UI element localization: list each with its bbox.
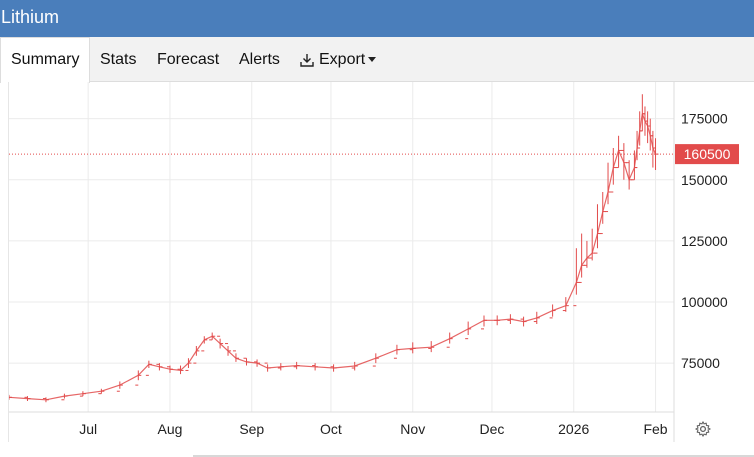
chart-area[interactable]: 75000 100000 125000 150000 175000 Jul Aug Sep Oc… xyxy=(8,82,754,442)
tab-stats[interactable]: Stats xyxy=(100,37,136,82)
axis-layer: 75000 100000 125000 150000 175000 Jul Aug Sep Oc… xyxy=(9,82,739,442)
price-bar xyxy=(605,162,612,213)
x-tick-label: Oct xyxy=(320,421,342,437)
y-tick-label: 100000 xyxy=(681,294,728,310)
x-tick-label: Jul xyxy=(79,421,97,437)
tab-alerts[interactable]: Alerts xyxy=(239,37,280,82)
bottom-divider xyxy=(193,455,754,457)
caret-down-icon xyxy=(368,57,377,63)
price-bar xyxy=(481,315,487,330)
x-tick-label: Aug xyxy=(158,421,183,437)
export-label: Export xyxy=(319,51,366,68)
y-tick-label: 75000 xyxy=(681,355,720,371)
last-price-label: 160500 xyxy=(684,146,731,162)
tab-summary-label: Summary xyxy=(11,51,80,68)
y-tick-label: 125000 xyxy=(681,233,728,249)
window-title: Lithium xyxy=(1,7,60,27)
gear-icon[interactable] xyxy=(694,420,712,438)
series-layer xyxy=(9,94,659,403)
tab-alerts-label: Alerts xyxy=(239,51,280,68)
price-bar xyxy=(594,204,601,254)
last-price-badge xyxy=(675,144,739,165)
y-tick-label: 175000 xyxy=(681,111,728,127)
x-tick-label: Feb xyxy=(643,421,667,437)
x-tick-label: Sep xyxy=(239,421,264,437)
price-bar xyxy=(372,353,379,367)
series-line xyxy=(9,113,657,401)
grid-layer xyxy=(9,82,674,412)
x-tick-label: Nov xyxy=(400,421,425,437)
tab-forecast-label: Forecast xyxy=(157,51,220,68)
export-dropdown[interactable]: Export xyxy=(299,37,377,82)
y-tick-label: 150000 xyxy=(681,172,728,188)
price-bar xyxy=(583,240,590,268)
tab-bar: Summary Stats Forecast Alerts Export xyxy=(0,37,754,83)
x-tick-label: 2026 xyxy=(558,421,589,437)
tab-summary[interactable]: Summary xyxy=(0,37,91,83)
price-chart[interactable]: 75000 100000 125000 150000 175000 Jul Aug Sep Oc… xyxy=(9,82,754,442)
x-tick-label: Dec xyxy=(479,421,504,437)
title-bar: Lithium xyxy=(0,0,754,37)
download-icon xyxy=(300,53,314,67)
price-bar xyxy=(393,344,400,359)
tab-stats-label: Stats xyxy=(100,51,137,68)
tab-forecast[interactable]: Forecast xyxy=(157,37,219,82)
